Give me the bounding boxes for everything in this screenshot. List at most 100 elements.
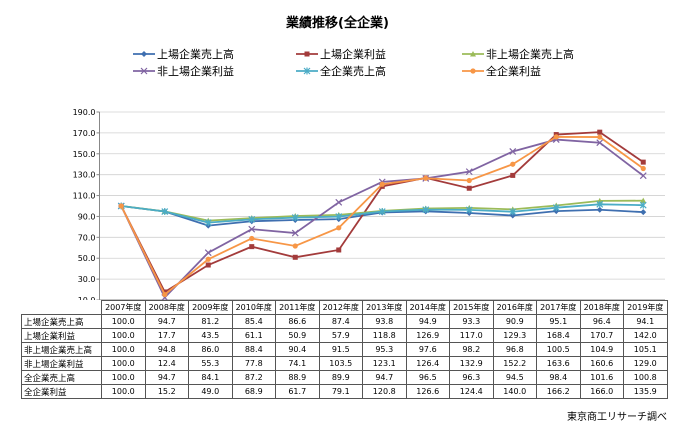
marker-circle xyxy=(510,161,516,167)
table-cell: 132.9 xyxy=(449,356,494,371)
marker-square xyxy=(466,185,472,191)
marker-x xyxy=(465,168,473,176)
table-cell: 94.7 xyxy=(144,314,189,329)
table-cell: 86.0 xyxy=(188,342,233,357)
marker-star xyxy=(378,208,386,216)
marker-diamond xyxy=(596,206,603,213)
row-label: 非上場企業売上高 xyxy=(21,342,102,357)
marker-circle xyxy=(292,243,298,249)
year-header: 2008年度 xyxy=(144,300,189,315)
table-cell: 87.2 xyxy=(231,370,276,385)
table-cell: 100.0 xyxy=(101,356,146,371)
row-label: 全企業利益 xyxy=(21,384,102,399)
marker-diamond xyxy=(640,209,647,216)
year-header: 2019年度 xyxy=(623,300,668,315)
marker-star xyxy=(303,67,311,75)
table-cell: 55.3 xyxy=(188,356,233,371)
table-cell: 17.7 xyxy=(144,328,189,343)
table-cell: 100.8 xyxy=(623,370,668,385)
table-cell: 100.0 xyxy=(101,384,146,399)
marker-x xyxy=(335,198,343,206)
table-cell: 129.0 xyxy=(623,356,668,371)
data-table: 2007年度 2008年度 2009年度 2010年度 2011年度 2012年度 2013… xyxy=(21,300,668,399)
table-cell: 96.8 xyxy=(492,342,537,357)
legend-swatch-icon xyxy=(133,67,155,75)
marker-x xyxy=(639,172,647,180)
marker-circle xyxy=(640,165,646,172)
table-cell: 170.7 xyxy=(579,328,624,343)
chart-title: 業績推移(全企業) xyxy=(286,16,389,31)
marker-star xyxy=(552,204,560,212)
legend-swatch-icon xyxy=(462,51,484,57)
marker-triangle xyxy=(640,197,647,204)
legend-label: 上場企業売上高 xyxy=(157,48,234,61)
row-label: 非上場企業利益 xyxy=(21,356,102,371)
table-cell: 86.6 xyxy=(275,314,320,329)
table-cell: 81.2 xyxy=(188,314,233,329)
legend-label: 上場企業利益 xyxy=(320,48,386,61)
marker-circle xyxy=(336,225,342,231)
marker-square xyxy=(640,159,646,165)
table-cell: 57.9 xyxy=(318,328,363,343)
table-cell: 88.4 xyxy=(231,342,276,357)
table-cell: 126.9 xyxy=(405,328,450,343)
table-cell: 94.7 xyxy=(144,370,189,385)
table-cell: 166.0 xyxy=(579,384,624,399)
table-cell: 126.6 xyxy=(405,384,450,399)
table-cell: 142.0 xyxy=(623,328,668,343)
y-tick-label: 70.0 xyxy=(78,233,96,242)
table-cell: 93.8 xyxy=(362,314,407,329)
table-cell: 101.6 xyxy=(579,370,624,385)
table-row: 全企業利益 100.0 15.2 49.0 68.9 61.7 79.1 120.8 126.6… xyxy=(21,384,668,399)
table-cell: 118.8 xyxy=(362,328,407,343)
row-label: 全企業売上高 xyxy=(21,370,102,385)
table-cell: 84.1 xyxy=(188,370,233,385)
y-tick-label: 170.0 xyxy=(73,129,96,138)
table-cell: 100.0 xyxy=(101,370,146,385)
table-cell: 120.8 xyxy=(362,384,407,399)
table-cell: 163.6 xyxy=(536,356,581,371)
table-corner xyxy=(22,301,102,315)
table-cell: 117.0 xyxy=(449,328,494,343)
year-header: 2017年度 xyxy=(536,300,581,315)
table-cell: 94.7 xyxy=(362,370,407,385)
table-cell: 91.5 xyxy=(318,342,363,357)
table-cell: 96.4 xyxy=(579,314,624,329)
marker-circle xyxy=(118,203,124,209)
marker-star xyxy=(509,208,517,216)
year-header: 2007年度 xyxy=(101,300,146,315)
marker-square xyxy=(205,262,211,268)
table-cell: 50.9 xyxy=(275,328,320,343)
marker-star xyxy=(248,215,256,223)
marker-square xyxy=(510,172,516,178)
line-chart: 10.0 30.0 50.0 70.0 90.0 110.0 130.0 150.0 170.0… xyxy=(73,108,665,300)
year-header: 2010年度 xyxy=(231,300,276,315)
table-cell: 49.0 xyxy=(188,384,233,399)
marker-circle xyxy=(553,134,559,140)
table-cell: 74.1 xyxy=(275,356,320,371)
table-cell: 100.0 xyxy=(101,314,146,329)
row-label: 上場企業利益 xyxy=(21,328,102,343)
legend-item: 全企業利益 xyxy=(462,63,541,79)
table-row: 上場企業売上高 100.0 94.7 81.2 85.4 86.6 87.4 93.8 94.9… xyxy=(21,314,668,329)
table-cell: 15.2 xyxy=(144,384,189,399)
table-cell: 85.4 xyxy=(231,314,276,329)
marker-square xyxy=(162,289,168,295)
table-cell: 61.1 xyxy=(231,328,276,343)
marker-circle xyxy=(205,256,211,262)
table-cell: 68.9 xyxy=(231,384,276,399)
table-cell: 77.8 xyxy=(231,356,276,371)
legend-swatch-icon xyxy=(462,68,484,74)
table-cell: 94.9 xyxy=(405,314,450,329)
table-cell: 96.3 xyxy=(449,370,494,385)
year-header: 2012年度 xyxy=(318,300,363,315)
table-cell: 123.1 xyxy=(362,356,407,371)
marker-square xyxy=(249,244,255,250)
table-row: 非上場企業利益 100.0 12.4 55.3 77.8 74.1 103.5 123.1 12… xyxy=(21,356,668,371)
table-cell: 124.4 xyxy=(449,384,494,399)
y-tick-label: 90.0 xyxy=(78,212,96,221)
marker-square xyxy=(336,247,342,253)
marker-square xyxy=(597,129,603,135)
marker-circle xyxy=(597,134,603,140)
marker-circle xyxy=(423,175,429,181)
